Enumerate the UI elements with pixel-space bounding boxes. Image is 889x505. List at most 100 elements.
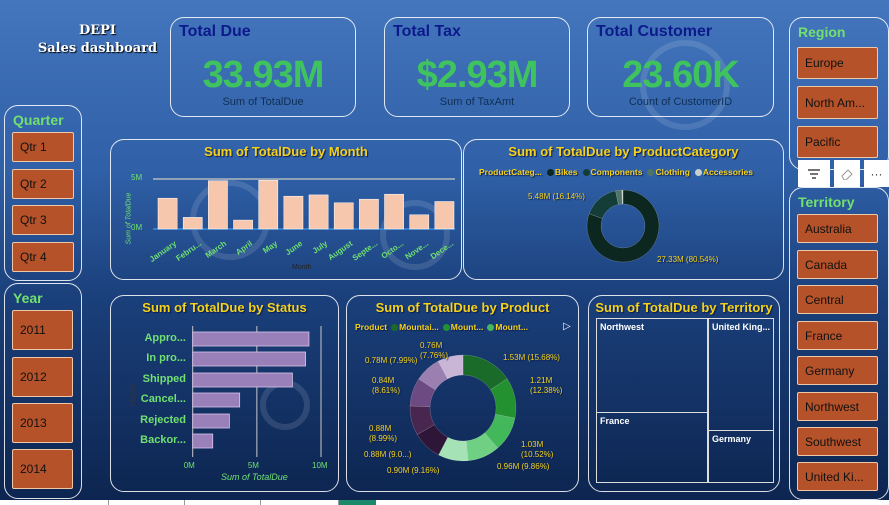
territory-item[interactable]: Southwest: [797, 427, 878, 456]
kpi-title: Total Customer: [596, 23, 713, 40]
quarter-item[interactable]: Qtr 3: [12, 205, 74, 235]
y-tick-label: 5M: [131, 173, 143, 182]
year-item[interactable]: 2014: [12, 449, 73, 489]
product-slice: [409, 405, 435, 435]
data-label: 0.88M (9.0...): [364, 450, 412, 459]
status-bar: [192, 433, 214, 449]
month-bar: [258, 180, 279, 230]
quarter-item[interactable]: Qtr 1: [12, 132, 74, 162]
slicer-title: Territory: [798, 194, 855, 210]
quarter-item[interactable]: Qtr 4: [12, 242, 74, 272]
y-tick-label: Backor...: [140, 434, 186, 446]
x-tick-label: 5M: [247, 461, 259, 470]
chart-title: Sum of TotalDue by ProductCategory: [508, 144, 739, 159]
treemap-cell-united-kingdom[interactable]: United King...: [708, 318, 774, 431]
product-slice: [437, 354, 464, 380]
territory-item[interactable]: Northwest: [797, 392, 878, 421]
y-tick-label: Appro...: [144, 332, 186, 344]
y-tick-label: 0M: [131, 223, 143, 232]
category-legend: ProductCateg... Bikes Components Clothing Ac…: [479, 167, 753, 177]
year-item[interactable]: 2011: [12, 310, 73, 350]
title-line-1: DEPI: [78, 23, 117, 38]
kpi-total-customer: Total Customer 23.60K Count of CustomerI…: [587, 17, 774, 117]
kpi-subtitle: Sum of TaxAmt: [439, 96, 515, 108]
y-tick-label: Cancel...: [140, 393, 186, 405]
page-tab-active[interactable]: [338, 500, 376, 505]
x-axis-label: Sum of TotalDue: [221, 472, 288, 482]
y-tick-label: Rejected: [140, 414, 186, 426]
treemap-cell-germany[interactable]: Germany: [708, 430, 774, 483]
category-slice: [621, 189, 624, 205]
status-bar: [192, 413, 230, 429]
page-tab[interactable]: [184, 500, 260, 505]
month-bar: [359, 198, 379, 230]
kpi-value: 33.93M: [202, 54, 325, 96]
legend-next-arrow-icon[interactable]: ▷: [563, 321, 571, 332]
region-item[interactable]: Pacific: [797, 126, 878, 158]
kpi-total-due: Total Due 33.93M Sum of TotalDue: [170, 17, 356, 117]
year-slicer: Year: [4, 283, 82, 499]
quarter-slicer: Quarter: [4, 105, 82, 281]
category-slice: [586, 189, 660, 263]
legend-item[interactable]: Bikes: [554, 167, 578, 177]
status-bar: [192, 392, 241, 408]
month-bar: [409, 214, 430, 230]
territory-item[interactable]: Germany: [797, 356, 878, 385]
data-label: 0.90M (9.16%): [387, 466, 440, 475]
data-label: 1.03M (10.52%): [521, 440, 554, 459]
more-options-icon[interactable]: ···: [864, 160, 889, 187]
filter-icon[interactable]: [798, 160, 830, 187]
month-bar: [283, 195, 304, 230]
legend-item[interactable]: Clothing: [655, 167, 690, 177]
kpi-subtitle: Count of CustomerID: [628, 96, 733, 108]
data-label: 0.84M (8.61%): [372, 376, 401, 395]
legend-item[interactable]: Mountai...: [399, 322, 439, 332]
product-legend: Product Mountai... Mount... Mount...: [355, 322, 528, 332]
page-tab[interactable]: [260, 500, 338, 505]
year-item[interactable]: 2013: [12, 403, 73, 443]
legend-dot: [546, 168, 554, 176]
kpi-title: Total Tax: [393, 23, 461, 40]
month-bar: [308, 194, 329, 230]
region-item[interactable]: Europe: [797, 47, 878, 79]
month-bar: [333, 202, 354, 230]
data-label: 1.21M (12.38%): [530, 376, 563, 395]
title-line-2: Sales dashboard: [37, 41, 158, 56]
region-item[interactable]: North Am...: [797, 86, 878, 119]
slicer-title: Quarter: [13, 112, 64, 128]
kpi-subtitle: Sum of TotalDue: [222, 96, 304, 108]
kpi-title: Total Due: [179, 23, 251, 40]
legend-item[interactable]: Mount...: [450, 322, 484, 332]
treemap-cell-france[interactable]: France: [596, 412, 708, 483]
month-bar: [182, 217, 203, 230]
territory-item[interactable]: Australia: [797, 214, 878, 243]
legend-item[interactable]: Accessories: [702, 167, 754, 177]
territory-chart: Sum of TotalDue by Territory: [588, 295, 780, 492]
y-tick-label: In pro...: [146, 352, 186, 364]
month-bar: [233, 219, 253, 230]
territory-item[interactable]: Canada: [797, 250, 878, 279]
territory-item[interactable]: Central: [797, 285, 878, 314]
legend-dot: [442, 323, 450, 331]
territory-item[interactable]: United Ki...: [797, 462, 878, 491]
territory-item[interactable]: France: [797, 321, 878, 350]
month-bar: [434, 201, 455, 230]
decor: [380, 200, 450, 270]
data-label: 0.78M (7.99%): [365, 356, 418, 365]
quarter-item[interactable]: Qtr 2: [12, 169, 74, 199]
month-bar: [157, 197, 178, 230]
eraser-icon[interactable]: [834, 160, 860, 187]
year-item[interactable]: 2012: [12, 357, 73, 397]
status-bar: [192, 331, 310, 347]
category-chart: Sum of TotalDue by ProductCategory: [463, 139, 784, 280]
data-label: 0.96M (9.86%): [497, 462, 550, 471]
legend-item[interactable]: Mount...: [495, 322, 528, 332]
chart-title: Sum of TotalDue by Month: [204, 144, 368, 159]
legend-dot: [487, 323, 495, 331]
treemap-cell-northwest[interactable]: Northwest: [596, 318, 708, 413]
x-axis-label: Month: [292, 264, 312, 271]
legend-item[interactable]: Components: [590, 167, 643, 177]
page-tab[interactable]: [108, 500, 184, 505]
data-label: 0.88M (8.99%): [369, 424, 398, 443]
chart-title: Sum of TotalDue by Product: [375, 300, 550, 315]
